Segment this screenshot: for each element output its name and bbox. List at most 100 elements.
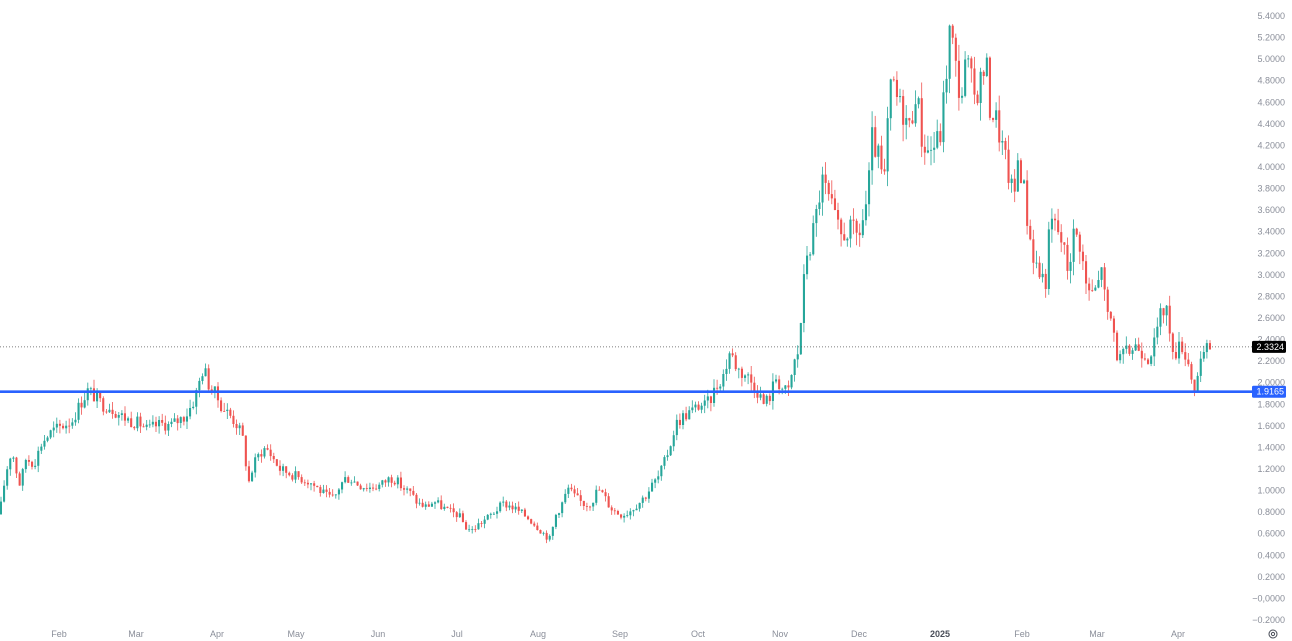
candle-body bbox=[930, 149, 933, 151]
candle-body bbox=[700, 405, 703, 410]
candle-body bbox=[719, 386, 722, 389]
candle-body bbox=[111, 409, 114, 414]
candle-body bbox=[731, 353, 734, 356]
candle-body bbox=[148, 424, 151, 426]
candle-body bbox=[806, 255, 809, 275]
candle-body bbox=[164, 422, 167, 431]
candle-body bbox=[998, 110, 1001, 143]
candle-body bbox=[768, 395, 771, 402]
candle-body bbox=[151, 421, 154, 425]
candle-body bbox=[446, 506, 449, 508]
candle-body bbox=[130, 418, 133, 428]
candle-body bbox=[192, 406, 195, 408]
x-month-label: Mar bbox=[1089, 629, 1105, 639]
candle-body bbox=[486, 514, 489, 520]
candle-body bbox=[31, 461, 34, 467]
candle-body bbox=[685, 413, 688, 420]
candle-body bbox=[570, 487, 573, 490]
y-tick-label: 4.0000 bbox=[1257, 162, 1285, 172]
candle-body bbox=[297, 471, 300, 478]
settings-gear-icon[interactable] bbox=[1268, 629, 1278, 639]
candle-body bbox=[517, 506, 520, 511]
candle-body bbox=[294, 471, 297, 480]
candle-body bbox=[561, 502, 564, 514]
candle-body bbox=[756, 392, 759, 398]
candle-body bbox=[923, 146, 926, 153]
y-tick-label: 1.4000 bbox=[1257, 442, 1285, 452]
candle-body bbox=[1038, 262, 1041, 278]
candle-body bbox=[579, 495, 582, 501]
candle-body bbox=[282, 466, 285, 471]
candle-body bbox=[548, 535, 551, 540]
candle-body bbox=[158, 420, 161, 427]
candle-body bbox=[833, 198, 836, 210]
candle-body bbox=[195, 390, 198, 407]
candle-body bbox=[657, 476, 660, 480]
candle-body bbox=[492, 513, 495, 515]
candle-body bbox=[331, 494, 334, 496]
candle-body bbox=[278, 465, 281, 471]
candle-body bbox=[207, 368, 210, 390]
candle-body bbox=[703, 400, 706, 406]
candle-body bbox=[154, 421, 157, 427]
candle-body bbox=[201, 376, 204, 381]
candle-body bbox=[1072, 228, 1075, 262]
candle-body bbox=[1100, 267, 1103, 280]
price-axis[interactable]: 5.4000 5.2000 5.0000 4.8000 4.6000 4.4000 4.20… bbox=[1252, 11, 1285, 625]
y-tick-label: 4.6000 bbox=[1257, 97, 1285, 107]
y-tick-label: 4.2000 bbox=[1257, 140, 1285, 150]
candle-body bbox=[18, 473, 21, 486]
candle-body bbox=[632, 510, 635, 512]
candle-body bbox=[877, 145, 880, 157]
candle-body bbox=[1106, 289, 1109, 312]
x-month-label: Nov bbox=[772, 629, 789, 639]
candle-body bbox=[982, 71, 985, 76]
candle-body bbox=[675, 419, 678, 436]
candle-body bbox=[539, 530, 542, 534]
candle-body bbox=[793, 359, 796, 375]
candle-body bbox=[672, 435, 675, 447]
candle-body bbox=[92, 388, 95, 402]
candle-body bbox=[378, 484, 381, 489]
candle-body bbox=[508, 505, 511, 508]
candle-body bbox=[241, 425, 244, 436]
y-tick-label: 3.6000 bbox=[1257, 205, 1285, 215]
candle-body bbox=[691, 407, 694, 411]
candle-body bbox=[1001, 141, 1004, 143]
candle-body bbox=[412, 490, 415, 495]
candle-body bbox=[1174, 352, 1177, 359]
candle-body bbox=[170, 421, 173, 424]
y-tick-label: 1.2000 bbox=[1257, 464, 1285, 474]
candle-body bbox=[306, 482, 309, 485]
candle-body bbox=[288, 472, 291, 476]
candle-body bbox=[477, 523, 480, 530]
candle-body bbox=[372, 487, 375, 489]
candle-body bbox=[27, 460, 30, 462]
candle-body bbox=[139, 416, 142, 427]
candle-body bbox=[635, 508, 638, 511]
candle-body bbox=[449, 507, 452, 509]
candle-body bbox=[1205, 343, 1208, 353]
candle-body bbox=[846, 238, 849, 241]
candle-body bbox=[80, 402, 83, 408]
candle-body bbox=[179, 417, 182, 423]
candle-body bbox=[765, 395, 768, 404]
candle-body bbox=[0, 501, 2, 515]
candle-body bbox=[176, 418, 179, 424]
candle-body bbox=[145, 424, 148, 427]
candle-body bbox=[948, 25, 951, 79]
candle-body bbox=[257, 454, 260, 458]
candle-body bbox=[65, 425, 68, 429]
candle-body bbox=[430, 503, 433, 507]
candle-body bbox=[142, 426, 145, 428]
time-axis[interactable]: Feb Mar Apr May Jun Jul Aug Sep Oct Nov Dec 2025 Feb… bbox=[51, 629, 1185, 639]
candle-body bbox=[474, 529, 477, 530]
candle-body bbox=[334, 494, 337, 496]
candle-body bbox=[99, 392, 102, 399]
candle-body bbox=[12, 457, 15, 459]
candle-body bbox=[461, 513, 464, 523]
candle-body bbox=[663, 457, 666, 466]
candle-body bbox=[533, 523, 536, 526]
